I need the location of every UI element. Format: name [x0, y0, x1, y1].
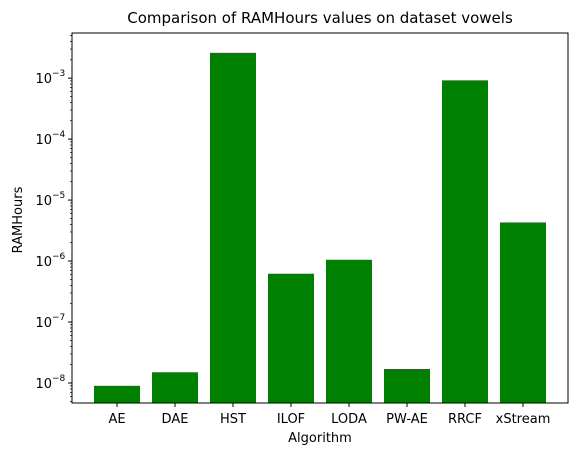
y-axis-ticks: 10−810−710−610−510−410−3: [35, 69, 72, 392]
bar-dae: [152, 372, 198, 403]
bar-hst: [210, 52, 256, 404]
y-tick-label: 10: [35, 194, 52, 209]
y-tick-label: 10: [35, 255, 52, 270]
y-tick-exponent: −4: [52, 130, 66, 140]
x-tick-label: AE: [108, 412, 125, 427]
bar-loda: [326, 259, 372, 403]
bar-ae: [94, 385, 140, 403]
x-tick-label: LODA: [331, 412, 367, 427]
x-tick-label: xStream: [496, 412, 551, 427]
chart-title: Comparison of RAMHours values on dataset…: [127, 9, 513, 27]
y-tick-exponent: −8: [52, 374, 66, 384]
y-tick-label: 10: [35, 133, 52, 148]
x-tick-label: HST: [220, 412, 246, 427]
y-tick-label: 10: [35, 72, 52, 87]
x-tick-label: RRCF: [448, 412, 482, 427]
x-tick-label: ILOF: [277, 412, 305, 427]
x-tick-label: PW-AE: [386, 412, 428, 427]
bar-pw-ae: [384, 368, 430, 403]
bars-group: [94, 52, 546, 404]
y-axis-label: RAMHours: [11, 186, 26, 253]
y-tick-exponent: −7: [52, 313, 65, 323]
axes-frame: [71, 32, 569, 404]
x-axis-ticks: AE DAE HST ILOF LODA PW-AE RRCF xStream: [108, 403, 550, 427]
y-tick-label: 10: [35, 377, 52, 392]
y-tick-exponent: −6: [52, 252, 66, 262]
y-tick-label: 10: [35, 316, 52, 331]
x-tick-label: DAE: [162, 412, 189, 427]
bar-xstream: [500, 222, 546, 403]
y-tick-exponent: −5: [52, 191, 65, 201]
bar-ilof: [268, 273, 314, 403]
x-axis-label: Algorithm: [288, 431, 352, 446]
bar-rrcf: [442, 80, 488, 403]
y-tick-exponent: −3: [52, 69, 65, 79]
